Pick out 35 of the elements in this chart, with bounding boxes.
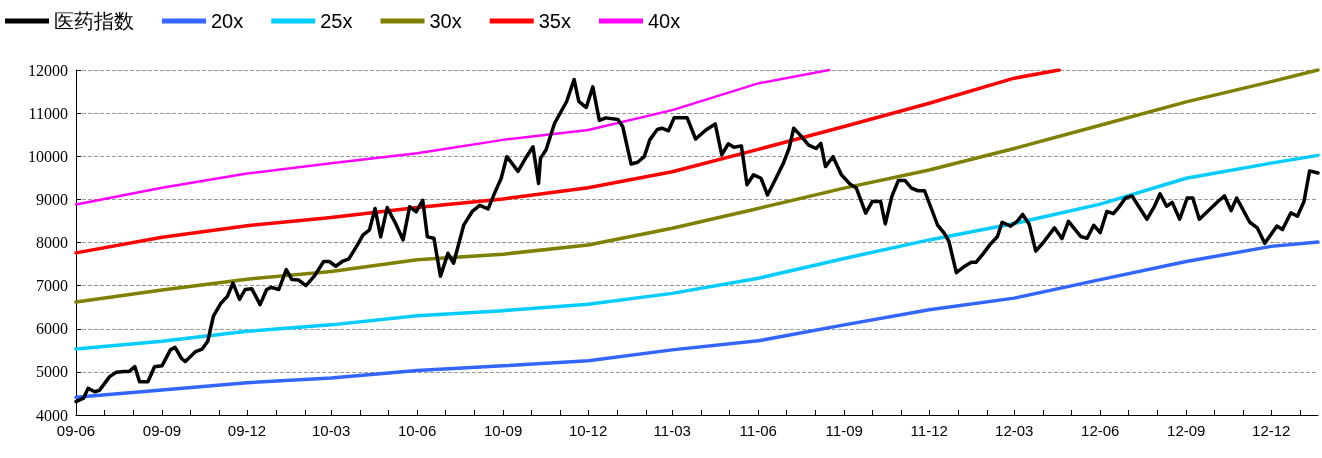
x-tick-label: 09-06 [56,422,96,439]
line-series [74,240,1320,400]
x-tick-label: 12-09 [1167,422,1206,439]
y-tick-label: 4000 [36,406,68,424]
y-tick-label: 11000 [28,104,68,122]
x-tick-label: 11-12 [910,422,948,439]
x-tick-label: 11-06 [739,422,777,439]
x-tick-label: 10-06 [397,422,437,439]
x-tick-label: 09-09 [142,422,182,439]
y-tick-label: 12000 [28,61,68,79]
x-tick-label: 10-09 [483,422,523,439]
x-tick-label: 12-12 [1252,422,1291,439]
line-series [74,68,831,206]
y-tick-label: 8000 [36,234,68,251]
x-tick-label: 11-03 [653,422,691,439]
legend-label: 30x [429,10,462,32]
y-tick-label: 5000 [36,363,68,381]
x-tick-label: 11-09 [825,422,863,439]
x-tick-label: 10-03 [311,422,351,439]
x-tick-label: 10-12 [568,422,608,439]
y-tick-label: 7000 [36,277,68,295]
legend-label: 35x [538,10,571,32]
y-tick-label: 9000 [36,190,68,208]
x-tick-label: 12-06 [1081,422,1120,439]
x-tick-label: 09-12 [227,422,267,439]
legend-label: 40x [647,10,681,32]
line-series [74,153,1320,351]
y-tick-label: 10000 [28,147,68,165]
legend-label: 25x [320,10,353,32]
x-tick-label: 12-03 [995,422,1034,439]
y-tick-label: 6000 [36,320,68,338]
legend-label: 医药指数 [54,10,134,32]
line-series [74,68,1061,255]
line-series [74,68,1320,304]
legend-label: 20x [211,10,244,32]
